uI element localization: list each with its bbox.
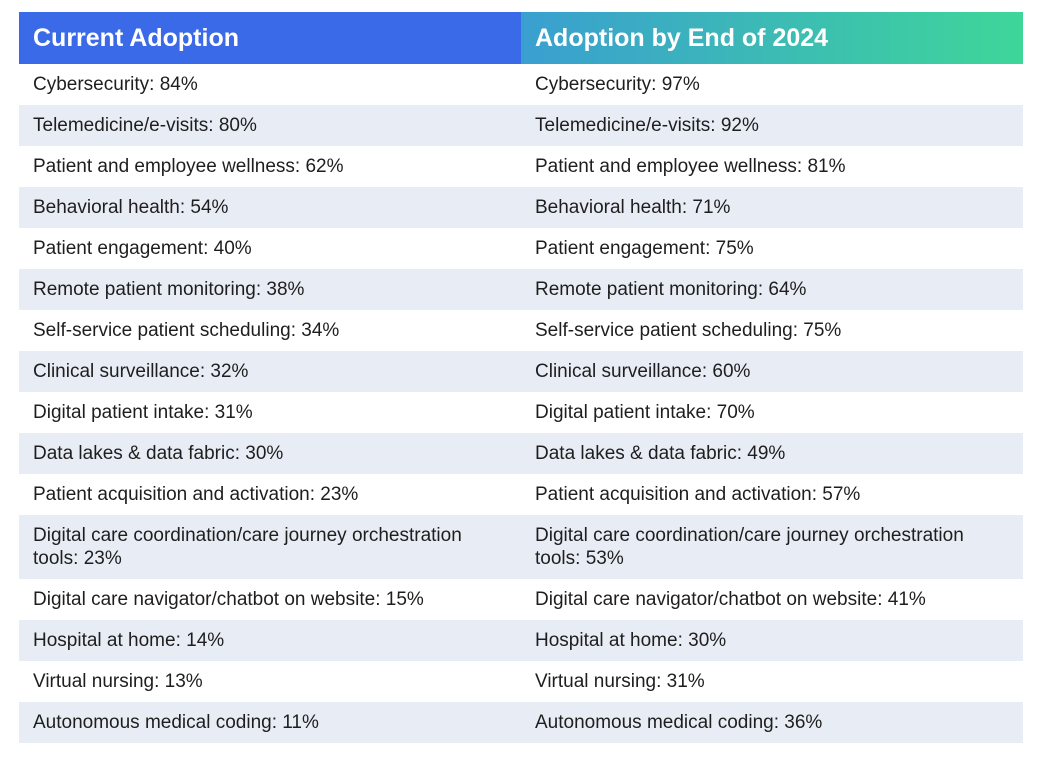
table-row: Clinical surveillance: 32% Clinical surve…	[19, 351, 1023, 392]
table-cell: Autonomous medical coding: 11%	[19, 702, 521, 743]
table-cell: Telemedicine/e-visits: 80%	[19, 105, 521, 146]
table-row: Digital patient intake: 31% Digital patie…	[19, 392, 1023, 433]
table-row: Patient and employee wellness: 62% Patien…	[19, 146, 1023, 187]
table-body: Cybersecurity: 84% Cybersecurity: 97% Tele…	[19, 64, 1023, 743]
table-cell: Patient engagement: 75%	[535, 238, 754, 259]
table-cell: Clinical surveillance: 60%	[521, 351, 1023, 392]
table-cell: Digital patient intake: 70%	[535, 402, 755, 423]
table-cell: Data lakes & data fabric: 30%	[19, 433, 521, 474]
table-cell: Cybersecurity: 97%	[535, 74, 700, 95]
table-cell: Self-service patient scheduling: 75%	[535, 320, 842, 341]
table-cell: Virtual nursing: 13%	[33, 671, 203, 692]
table-cell: Patient acquisition and activation: 57%	[535, 484, 861, 505]
table-cell: Behavioral health: 71%	[521, 187, 1023, 228]
column-header: Adoption by End of 2024	[521, 12, 1023, 64]
table-row: Remote patient monitoring: 38% Remote pat…	[19, 269, 1023, 310]
table-cell: Hospital at home: 14%	[19, 620, 521, 661]
table-cell: Digital care navigator/chatbot on websit…	[535, 589, 926, 610]
table-cell: Patient and employee wellness: 81%	[535, 156, 846, 177]
table-row: Self-service patient scheduling: 34% Self…	[19, 310, 1023, 351]
adoption-table: Current Adoption Adoption by End of 2024 …	[19, 12, 1023, 743]
table-cell: Autonomous medical coding: 36%	[521, 702, 1023, 743]
table-cell: Self-service patient scheduling: 34%	[33, 320, 340, 341]
table-row: Cybersecurity: 84% Cybersecurity: 97%	[19, 64, 1023, 105]
table-cell: Digital patient intake: 31%	[33, 402, 253, 423]
table-cell: Remote patient monitoring: 38%	[19, 269, 521, 310]
table-cell: Digital care coordination/care journey o…	[19, 515, 521, 579]
table-row: Behavioral health: 54% Behavioral health:…	[19, 187, 1023, 228]
table-row: Data lakes & data fabric: 30% Data lakes …	[19, 433, 1023, 474]
table-cell: Remote patient monitoring: 64%	[521, 269, 1023, 310]
table-cell: Virtual nursing: 31%	[535, 671, 705, 692]
table-cell: Patient and employee wellness: 62%	[33, 156, 344, 177]
table-row: Virtual nursing: 13% Virtual nursing: 31%	[19, 661, 1023, 702]
table-cell: Data lakes & data fabric: 49%	[521, 433, 1023, 474]
table-row: Digital care navigator/chatbot on websit…	[19, 579, 1023, 620]
table-row: Digital care coordination/care journey o…	[19, 515, 1023, 579]
table-row: Patient engagement: 40% Patient engagemen…	[19, 228, 1023, 269]
table-cell: Telemedicine/e-visits: 92%	[521, 105, 1023, 146]
table-cell: Digital care coordination/care journey o…	[521, 515, 1023, 579]
table-cell: Digital care navigator/chatbot on websit…	[33, 589, 424, 610]
table-cell: Patient engagement: 40%	[33, 238, 252, 259]
table-cell: Clinical surveillance: 32%	[19, 351, 521, 392]
table-cell: Behavioral health: 54%	[19, 187, 521, 228]
table-cell: Patient acquisition and activation: 23%	[33, 484, 359, 505]
table-row: Autonomous medical coding: 11% Autonomous…	[19, 702, 1023, 743]
header-row: Current Adoption Adoption by End of 2024	[19, 12, 1023, 64]
table-row: Patient acquisition and activation: 23% P…	[19, 474, 1023, 515]
table-cell: Cybersecurity: 84%	[33, 74, 198, 95]
table-cell: Hospital at home: 30%	[521, 620, 1023, 661]
table-row: Telemedicine/e-visits: 80% Telemedicine/e…	[19, 105, 1023, 146]
table-row: Hospital at home: 14% Hospital at home: 3…	[19, 620, 1023, 661]
column-header: Current Adoption	[19, 12, 521, 64]
table-header: Current Adoption Adoption by End of 2024	[19, 12, 1023, 64]
